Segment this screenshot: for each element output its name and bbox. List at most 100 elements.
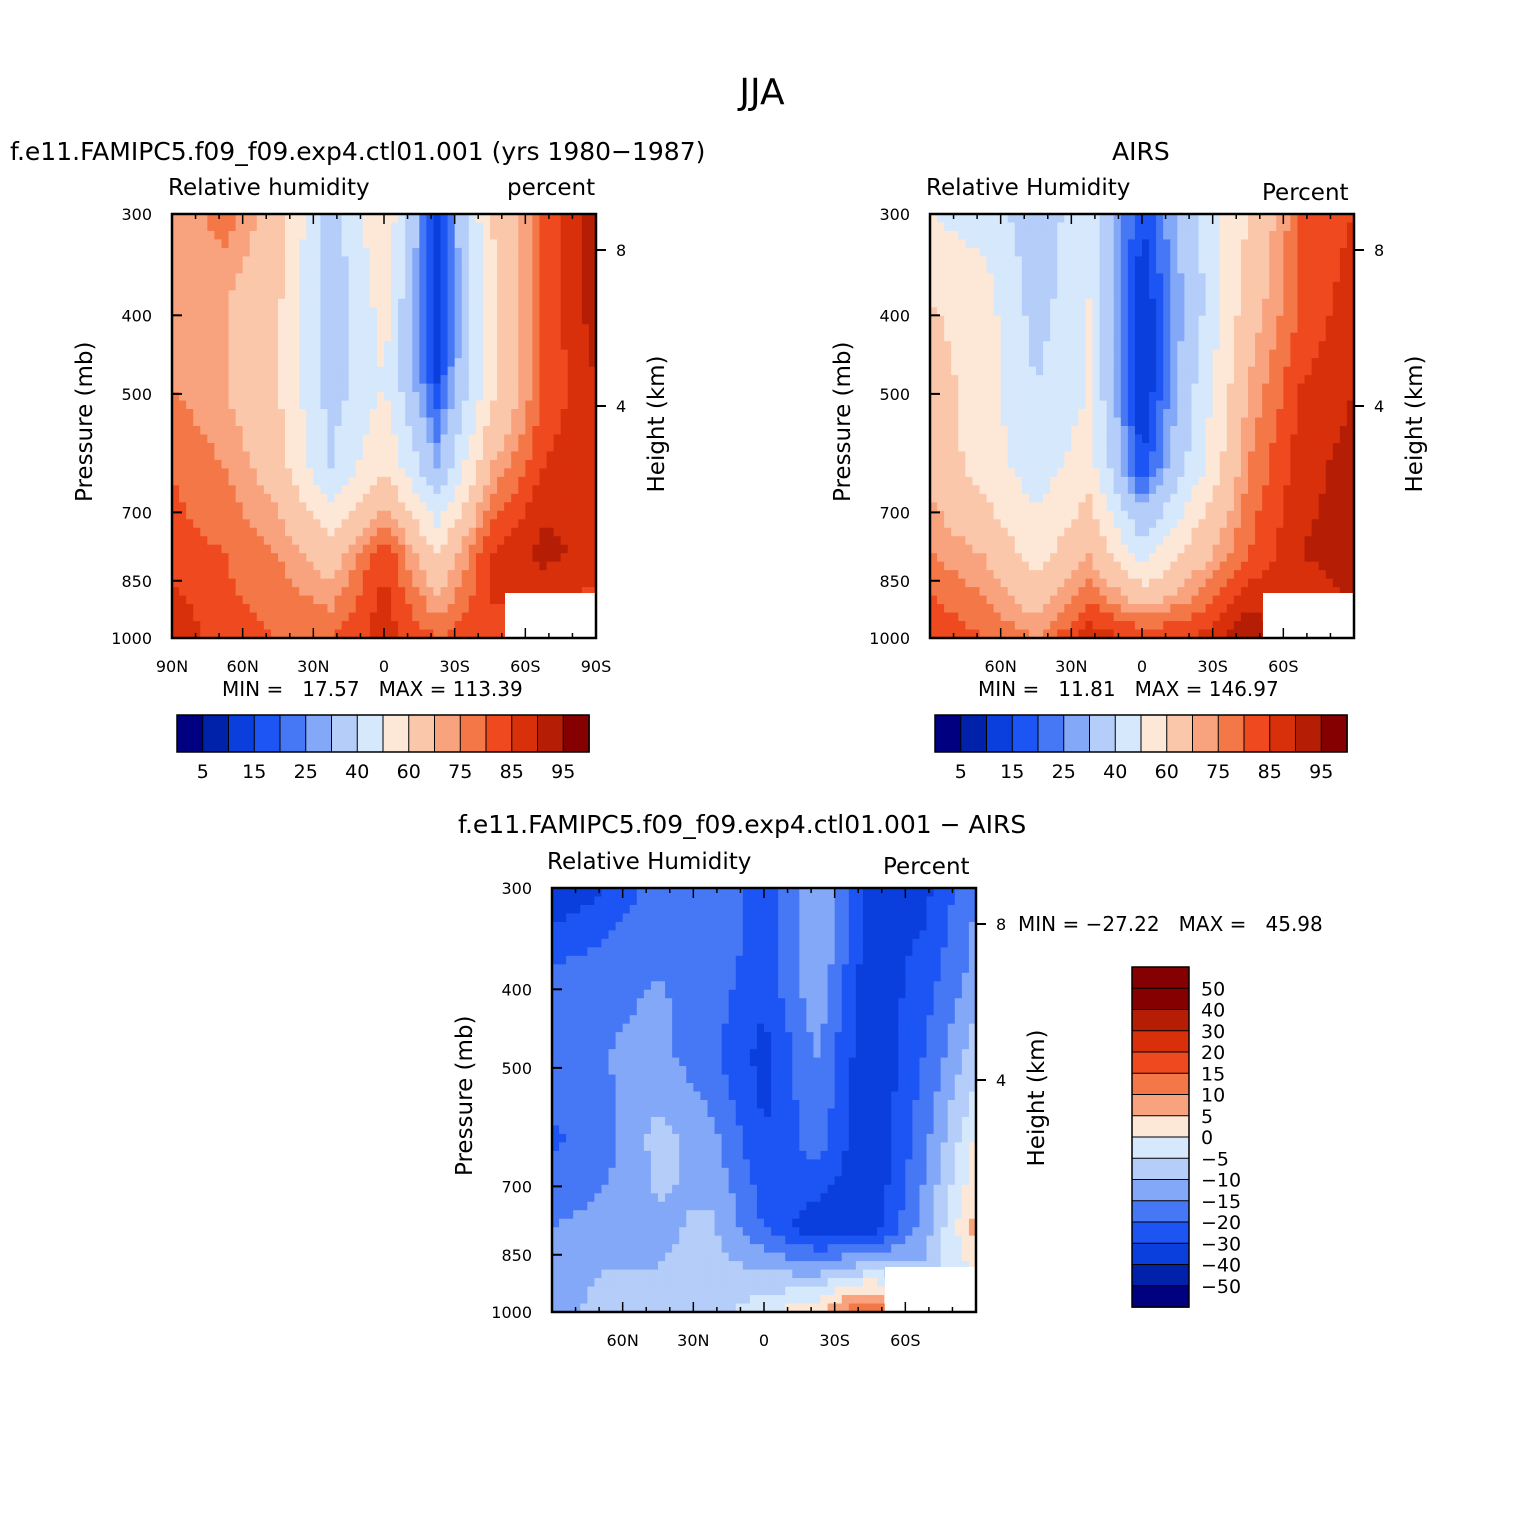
panel-obs-cell: [1106, 341, 1115, 351]
panel-obs-cell: [1325, 358, 1334, 368]
panel-obs-cell: [1113, 332, 1122, 342]
panel-obs-cell: [1276, 256, 1284, 266]
panel-obs-cell: [1177, 290, 1185, 300]
panel-model-cell: [285, 527, 293, 537]
panel-obs-cell: [1071, 239, 1079, 249]
panel-obs-cell: [1311, 366, 1320, 376]
panel-model-cell: [221, 358, 230, 368]
panel-model-cell: [172, 239, 180, 249]
panel-model-cell: [532, 400, 541, 410]
panel-model-cell: [327, 426, 336, 436]
panel-model-cell: [581, 426, 590, 436]
panel-model-cell: [553, 451, 562, 461]
panel-obs-cell: [1339, 264, 1348, 274]
panel-model-cell: [419, 417, 427, 427]
panel-obs-cell: [1191, 222, 1200, 232]
panel-model-cell: [214, 273, 223, 283]
colorbar-model-swatch: [511, 714, 539, 753]
panel-obs-cell: [1304, 332, 1313, 342]
panel-obs-cell: [1198, 383, 1207, 393]
panel-model-cell: [567, 476, 576, 486]
panel-model-cell: [504, 264, 512, 274]
panel-obs-cell: [937, 426, 945, 436]
panel-obs-cell: [1205, 442, 1214, 453]
panel-obs-cell: [1262, 307, 1270, 317]
panel-model-cell: [391, 247, 399, 257]
panel-model-cell: [320, 214, 329, 224]
panel-model-cell: [588, 214, 597, 224]
panel-model-cell: [320, 222, 329, 232]
panel-obs-cell: [1205, 349, 1214, 359]
panel-obs-cell: [1304, 214, 1313, 224]
panel-model-cell: [525, 459, 533, 469]
panel-model-cell: [398, 595, 406, 605]
panel-obs-cell: [958, 273, 966, 283]
panel-model-cell: [454, 561, 463, 571]
panel-model-cell: [412, 629, 420, 639]
panel-model-cell: [504, 502, 512, 512]
panel-obs-cell: [1000, 214, 1009, 224]
panel-obs-cell: [1339, 256, 1348, 266]
panel-obs-cell: [1198, 214, 1207, 224]
panel-model-cell: [426, 349, 435, 359]
panel-model-cell: [313, 298, 321, 308]
panel-obs-cell: [1226, 400, 1235, 410]
panel-model-cell: [355, 553, 364, 563]
panel-obs-cell: [1092, 264, 1101, 274]
panel-obs-cell: [1163, 247, 1171, 257]
panel-model-cell: [518, 239, 526, 249]
panel-model-cell: [539, 502, 548, 512]
panel-model-cell: [341, 324, 350, 334]
panel-obs-cell: [1021, 256, 1030, 266]
panel-obs-cell: [1332, 442, 1341, 453]
panel-model-cell: [574, 578, 583, 588]
panel-obs-cell: [1240, 222, 1249, 232]
panel-obs-cell: [1198, 239, 1207, 249]
panel-model-cell: [186, 375, 194, 385]
panel-model-cell: [221, 493, 230, 503]
panel-obs-cell: [1318, 324, 1327, 334]
panel-model-cell: [454, 570, 463, 580]
panel-obs-cell: [1043, 417, 1051, 427]
panel-obs-cell: [1325, 400, 1334, 410]
panel-model-cell: [235, 332, 244, 342]
panel-obs-cell: [1156, 298, 1164, 308]
panel-obs-cell: [1290, 366, 1299, 376]
panel-obs-cell: [972, 341, 981, 351]
panel-obs-cell: [1212, 417, 1221, 427]
panel-model-cell: [546, 239, 555, 249]
panel-obs-cell: [1255, 451, 1263, 461]
panel-model-cell: [426, 621, 435, 631]
panel-model-cell: [553, 281, 562, 291]
panel-model-cell: [235, 612, 244, 622]
panel-model-cell: [228, 476, 237, 486]
panel-model-cell: [468, 281, 477, 291]
panel-model-cell: [320, 485, 329, 495]
panel-model-cell: [504, 468, 512, 478]
panel-model-cell: [398, 332, 406, 342]
panel-model-cell: [193, 459, 201, 469]
panel-obs-cell: [972, 298, 981, 308]
panel-obs-cell: [965, 417, 973, 427]
panel-obs-cell: [1346, 273, 1355, 283]
panel-model-cell: [391, 612, 399, 622]
panel-model-cell: [299, 392, 307, 402]
panel-model-cell: [384, 578, 392, 588]
panel-obs-cell: [1269, 341, 1277, 351]
panel-obs-cell: [1346, 451, 1355, 461]
panel-model-cell: [504, 273, 512, 283]
panel-obs-cell: [1163, 315, 1171, 325]
panel-model-cell: [468, 578, 477, 588]
panel-obs-cell: [1028, 349, 1037, 359]
panel-obs-cell: [1078, 264, 1087, 274]
panel-model-cell: [292, 426, 300, 436]
panel-model-cell: [369, 485, 378, 495]
panel-model-cell: [553, 383, 562, 393]
panel-model-cell: [362, 476, 371, 486]
panel-model-cell: [525, 366, 533, 376]
panel-model-cell: [228, 239, 237, 249]
panel-obs-cell: [1248, 341, 1256, 351]
panel-obs-cell: [1043, 298, 1051, 308]
panel-model-cell: [412, 468, 420, 478]
